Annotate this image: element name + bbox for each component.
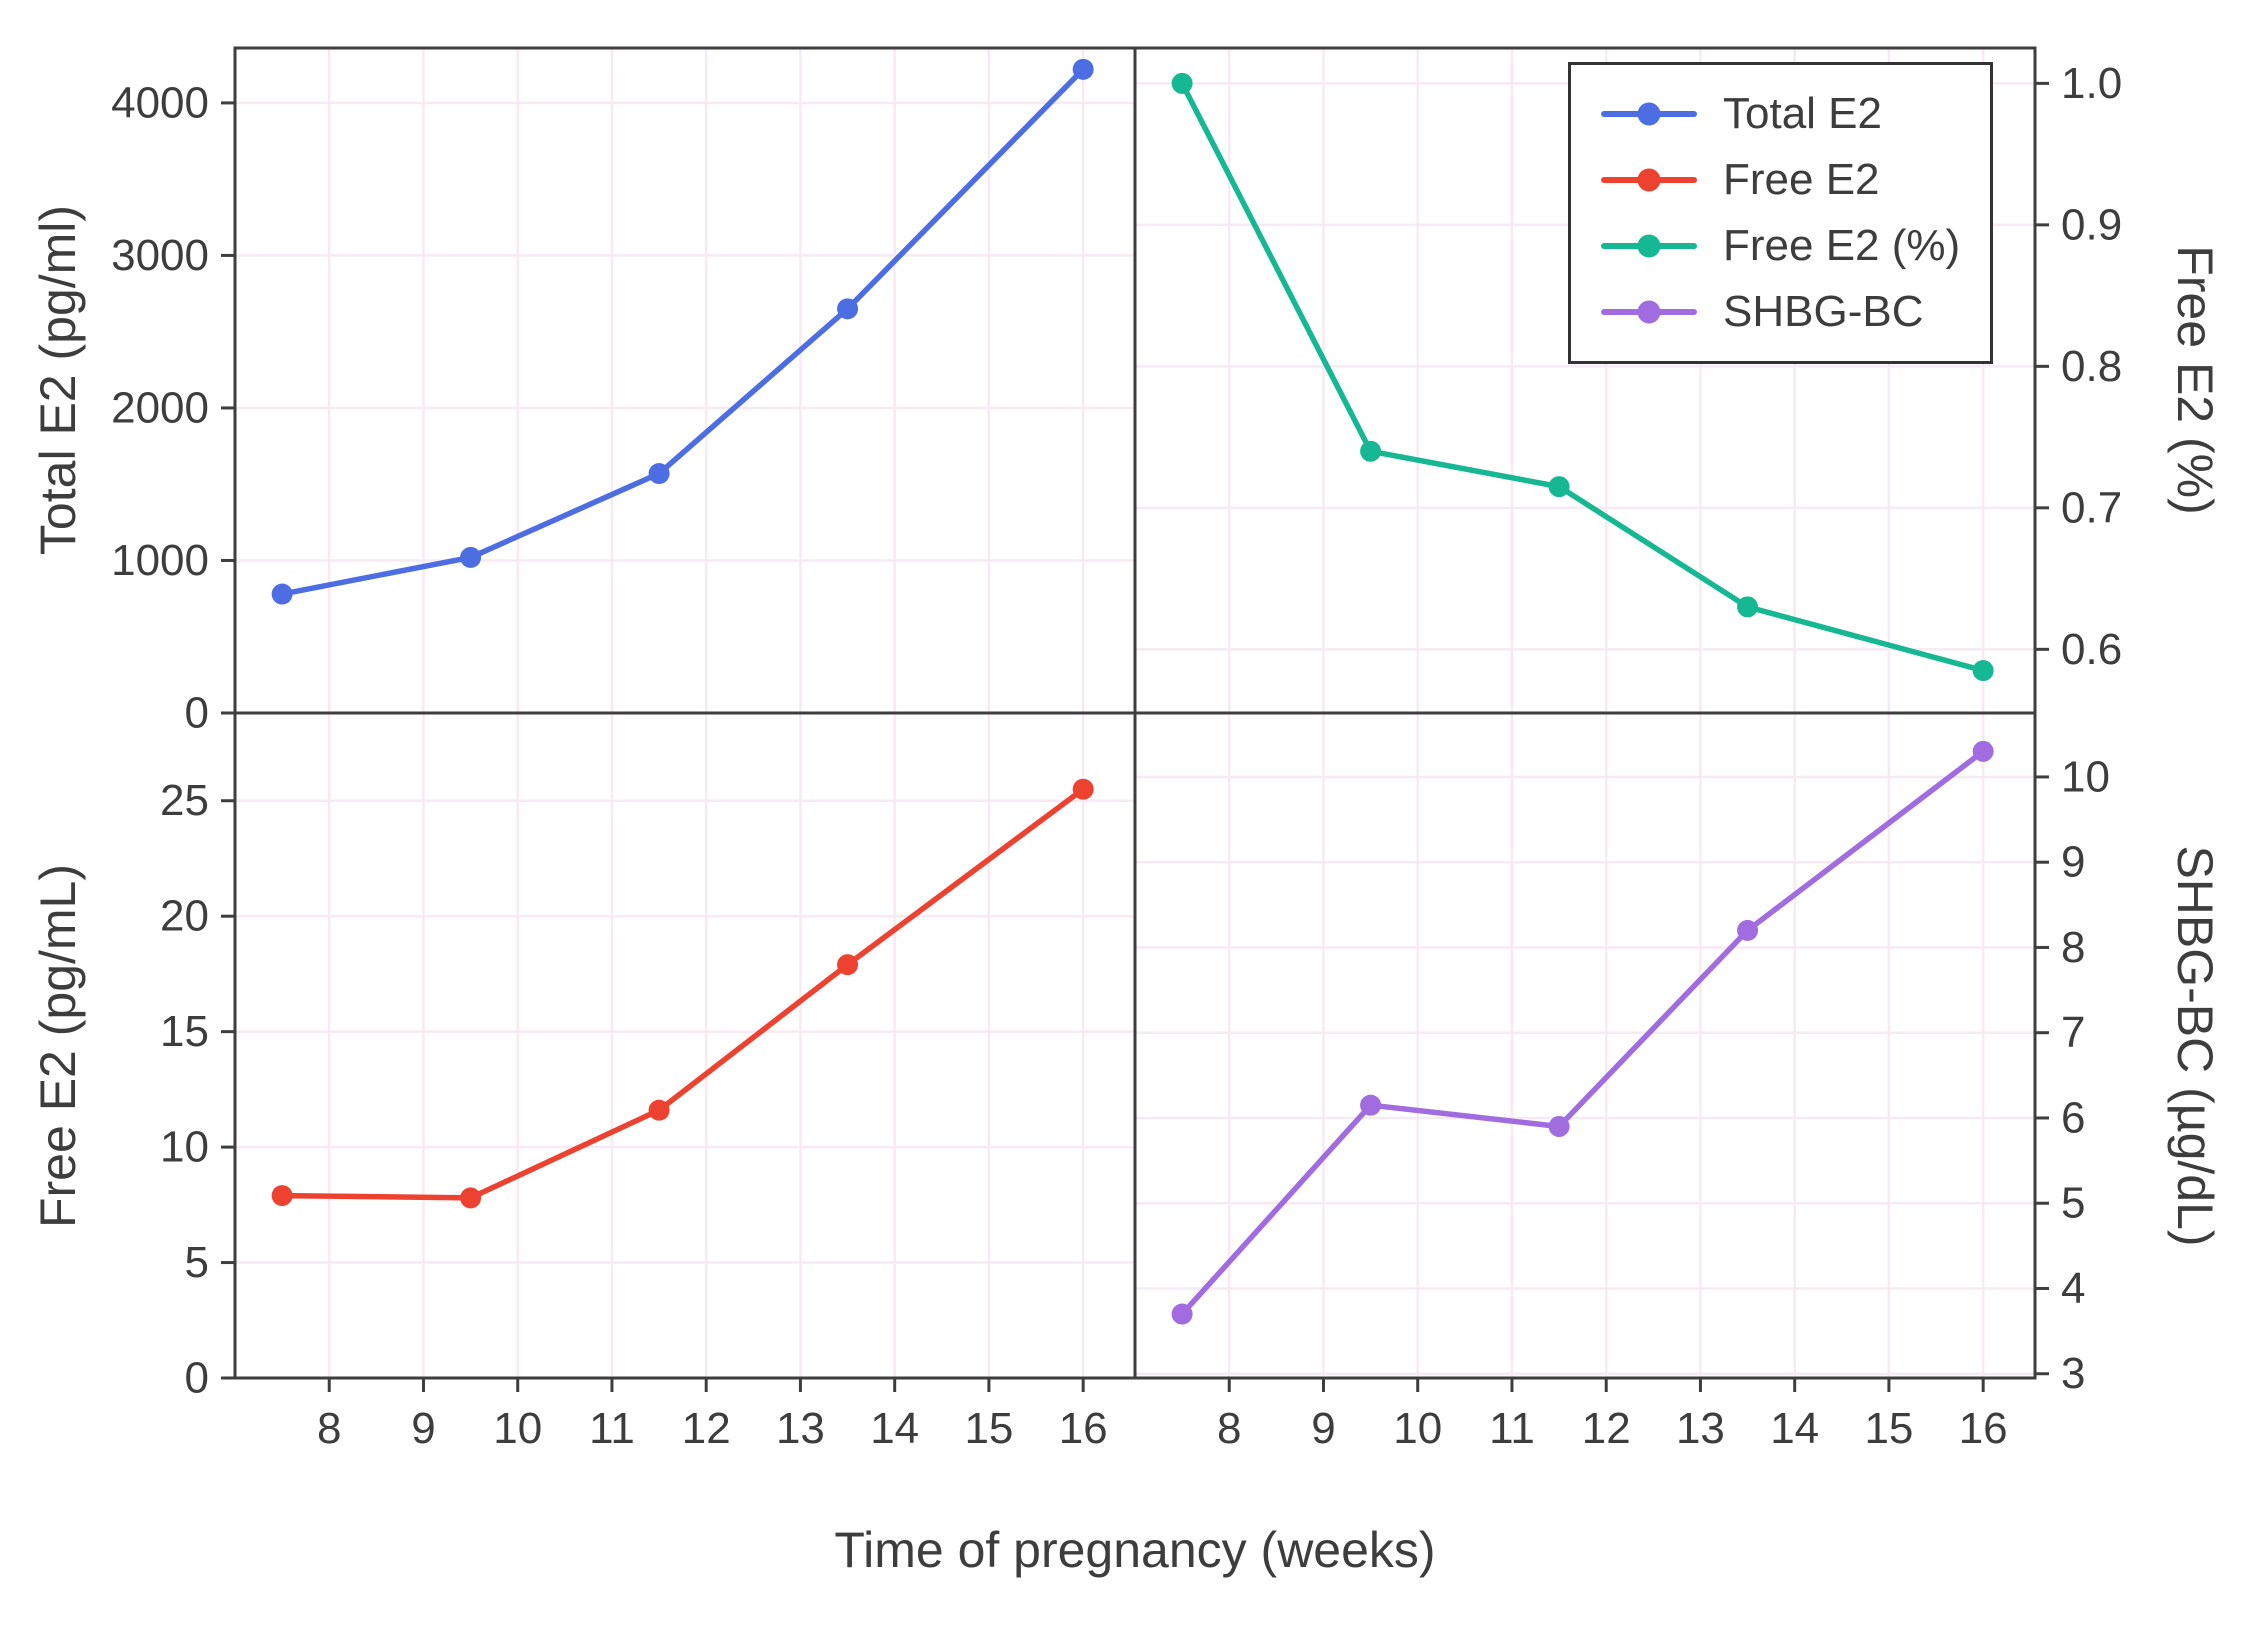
data-point-shbg-bc — [1737, 919, 1759, 941]
data-point-total-e2 — [271, 583, 293, 605]
data-point-free-e2 — [648, 1099, 670, 1121]
data-point-free-e2-pct — [1737, 596, 1759, 618]
data-point-free-e2-pct — [1171, 72, 1193, 94]
y-tick-label: 6 — [2061, 1093, 2085, 1142]
data-point-free-e2 — [837, 954, 859, 976]
legend-marker-free-e2 — [1601, 167, 1697, 193]
data-point-shbg-bc — [1548, 1115, 1570, 1137]
legend-marker-total-e2 — [1601, 101, 1697, 127]
y-tick-label: 5 — [2061, 1179, 2085, 1228]
x-tick-label: 9 — [411, 1404, 435, 1453]
x-tick-label: 11 — [1489, 1404, 1535, 1453]
y-axis-label-free-e2: Free E2 (pg/mL) — [30, 863, 86, 1229]
x-tick-label: 16 — [1059, 1404, 1108, 1453]
data-point-free-e2 — [1072, 778, 1094, 800]
panel-border-total-e2 — [233, 46, 1137, 715]
legend-label: Total E2 — [1723, 89, 1882, 138]
y-tick-label: 3 — [2061, 1349, 2085, 1398]
x-tick-label: 10 — [493, 1404, 542, 1453]
x-tick-label: 11 — [589, 1404, 635, 1453]
x-tick-label: 13 — [1676, 1404, 1725, 1453]
y-axis-label-shbg-bc: SHBG-BC (µg/dL) — [2167, 845, 2223, 1247]
x-tick-label: 8 — [1217, 1404, 1241, 1453]
data-point-shbg-bc — [1972, 740, 1994, 762]
x-tick-label: 8 — [317, 1404, 341, 1453]
y-tick-label: 5 — [185, 1238, 209, 1287]
y-tick-label: 9 — [2061, 838, 2085, 887]
x-tick-label: 15 — [1864, 1404, 1913, 1453]
y-tick-label: 4 — [2061, 1264, 2085, 1313]
y-tick-label: 0.8 — [2061, 342, 2122, 391]
data-point-free-e2-pct — [1972, 660, 1994, 682]
data-point-total-e2 — [648, 463, 670, 485]
x-tick-label: 14 — [870, 1404, 919, 1453]
x-tick-label: 14 — [1770, 1404, 1819, 1453]
y-tick-label: 1000 — [111, 536, 209, 585]
data-point-total-e2 — [1072, 58, 1094, 80]
legend-label: Free E2 — [1723, 155, 1880, 204]
y-tick-label: 20 — [160, 892, 209, 941]
x-tick-label: 13 — [776, 1404, 825, 1453]
y-tick-label: 8 — [2061, 923, 2085, 972]
y-axis-label-total-e2: Total E2 (pg/ml) — [30, 204, 86, 556]
legend-label: SHBG-BC — [1723, 287, 1924, 336]
x-tick-label: 10 — [1393, 1404, 1442, 1453]
series-line-total-e2 — [279, 66, 1086, 597]
legend: Total E2 Free E2 Free E2 (%) SHBG-BC — [1568, 62, 1994, 364]
data-point-free-e2-pct — [1360, 440, 1382, 462]
legend-item-total-e2: Total E2 — [1601, 87, 1960, 141]
y-tick-label: 0.6 — [2061, 625, 2122, 674]
data-point-free-e2 — [271, 1185, 293, 1207]
legend-item-free-e2: Free E2 — [1601, 153, 1960, 207]
data-point-total-e2 — [460, 546, 482, 568]
legend-marker-free-e2 — [1601, 233, 1697, 259]
x-tick-label: 12 — [682, 1404, 731, 1453]
y-tick-label: 4000 — [111, 78, 209, 127]
data-point-free-e2-pct — [1548, 476, 1570, 498]
data-point-free-e2 — [460, 1187, 482, 1209]
legend-item-free-e2: Free E2 (%) — [1601, 219, 1960, 273]
panel-border-shbg-bc — [1133, 711, 2037, 1380]
x-tick-label: 9 — [1311, 1404, 1335, 1453]
data-point-total-e2 — [837, 298, 859, 320]
y-tick-label: 0.9 — [2061, 200, 2122, 249]
y-tick-label: 15 — [160, 1007, 209, 1056]
legend-item-shbg-bc: SHBG-BC — [1601, 285, 1960, 339]
y-tick-label: 0 — [185, 689, 209, 738]
x-tick-label: 12 — [1582, 1404, 1631, 1453]
y-tick-label: 0.7 — [2061, 483, 2122, 532]
y-tick-label: 7 — [2061, 1008, 2085, 1057]
y-tick-label: 0 — [185, 1354, 209, 1403]
y-axis-label-free-e2-pct: Free E2 (%) — [2167, 245, 2223, 515]
y-tick-label: 10 — [160, 1123, 209, 1172]
y-tick-label: 25 — [160, 776, 209, 825]
data-point-shbg-bc — [1171, 1303, 1193, 1325]
legend-label: Free E2 (%) — [1723, 221, 1961, 270]
y-tick-label: 1.0 — [2061, 59, 2122, 108]
y-tick-label: 10 — [2061, 752, 2110, 801]
y-tick-label: 2000 — [111, 383, 209, 432]
y-tick-label: 3000 — [111, 231, 209, 280]
series-line-free-e2 — [279, 786, 1086, 1201]
legend-marker-shbg-bc — [1601, 299, 1697, 325]
x-axis-label: Time of pregnancy (weeks) — [834, 1522, 1436, 1578]
x-tick-label: 16 — [1959, 1404, 2008, 1453]
data-point-shbg-bc — [1360, 1094, 1382, 1116]
x-tick-label: 15 — [964, 1404, 1013, 1453]
panel-border-free-e2 — [233, 711, 1137, 1380]
